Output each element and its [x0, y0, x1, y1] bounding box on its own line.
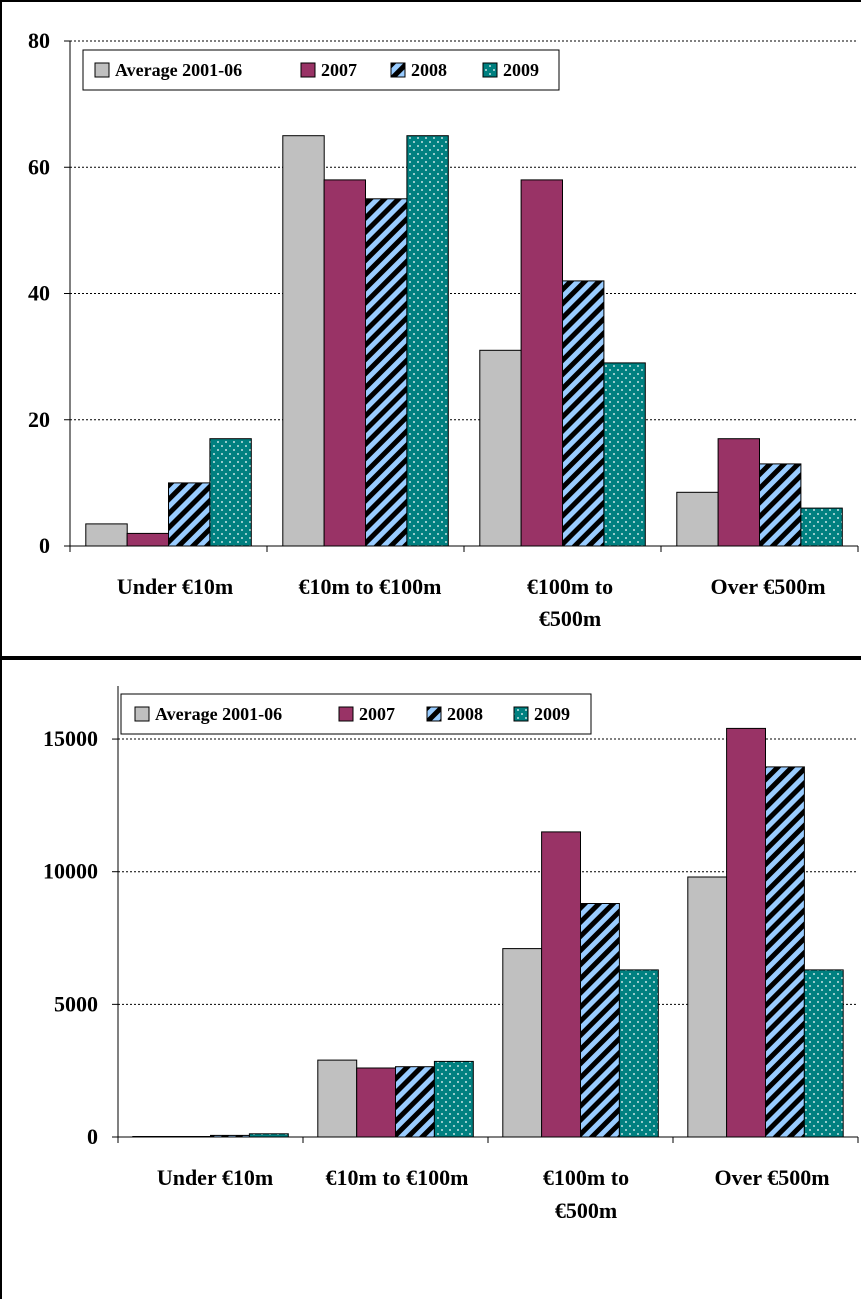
legend-label: 2008	[447, 704, 483, 724]
y-tick-label: 15000	[43, 726, 98, 751]
legend-label: Average 2001-06	[115, 60, 242, 80]
bar	[541, 831, 581, 1138]
bar	[759, 463, 802, 547]
x-category-label: €100m to	[543, 1165, 629, 1190]
y-tick-label: 0	[39, 533, 50, 558]
legend-label: 2009	[534, 704, 570, 724]
bar	[479, 349, 522, 547]
legend-label: 2009	[503, 60, 539, 80]
x-category-label: €500m	[539, 606, 601, 631]
bar	[562, 280, 605, 547]
bar	[171, 1136, 212, 1138]
y-tick-label: 5000	[54, 991, 98, 1016]
x-category-label: €100m to	[527, 574, 613, 599]
bar	[520, 179, 563, 547]
y-tick-label: 60	[28, 154, 50, 179]
legend-label: 2008	[411, 60, 447, 80]
bar	[317, 1059, 358, 1138]
y-tick-label: 0	[87, 1124, 98, 1149]
bar	[803, 969, 844, 1138]
bar	[210, 1134, 250, 1138]
legend-swatch	[513, 706, 529, 722]
x-category-label: €10m to €100m	[326, 1165, 469, 1190]
bar	[502, 948, 543, 1138]
bar	[356, 1067, 397, 1138]
legend-box	[120, 693, 592, 735]
bar	[406, 135, 449, 547]
bar	[323, 179, 367, 547]
bar	[85, 523, 128, 547]
bar	[282, 135, 325, 547]
legend-label: 2007	[321, 60, 357, 80]
x-category-label: Over €500m	[710, 574, 825, 599]
bar	[209, 438, 252, 547]
bar	[126, 532, 169, 547]
chart-1: 0 20 40 60 80 Under €10m €10m to €100m €100m to…	[28, 28, 859, 631]
legend-swatch	[300, 62, 316, 78]
bar	[618, 969, 659, 1138]
bar	[726, 727, 766, 1138]
y-tick-label: 10000	[43, 859, 98, 884]
bar	[433, 1060, 474, 1138]
legend: Average 2001-06 2007 2008 2009	[120, 693, 592, 735]
legend-label: Average 2001-06	[155, 704, 282, 724]
legend-swatch	[482, 62, 498, 78]
x-category-label: Under €10m	[117, 574, 233, 599]
bar	[395, 1066, 435, 1138]
bar	[687, 876, 728, 1138]
panel-divider	[0, 656, 861, 660]
legend-label: 2007	[359, 704, 395, 724]
bar	[132, 1136, 173, 1138]
chart-2: 0 5000 10000 15000 Under €10m €10m to €100m €1…	[43, 686, 859, 1223]
bar	[580, 903, 620, 1138]
x-category-label: Under €10m	[157, 1165, 273, 1190]
legend-swatch	[94, 62, 110, 78]
bar	[168, 482, 211, 547]
x-category-label: €10m to €100m	[299, 574, 442, 599]
bar	[603, 362, 646, 547]
x-category-label: Over €500m	[714, 1165, 829, 1190]
bar	[800, 507, 843, 547]
legend-swatch	[338, 706, 354, 722]
bar	[365, 198, 408, 547]
legend-swatch	[390, 62, 406, 78]
x-category-label: €500m	[555, 1198, 617, 1223]
legend-swatch	[426, 706, 442, 722]
y-tick-label: 40	[28, 281, 50, 306]
bar	[765, 766, 805, 1138]
legend: Average 2001-06 2007 2008 2009	[82, 49, 560, 91]
y-tick-label: 20	[28, 407, 50, 432]
legend-swatch	[134, 706, 150, 722]
bar	[717, 438, 760, 547]
y-tick-label: 80	[28, 28, 50, 53]
bar	[676, 491, 719, 547]
legend-box	[82, 49, 560, 91]
bar	[248, 1133, 289, 1138]
